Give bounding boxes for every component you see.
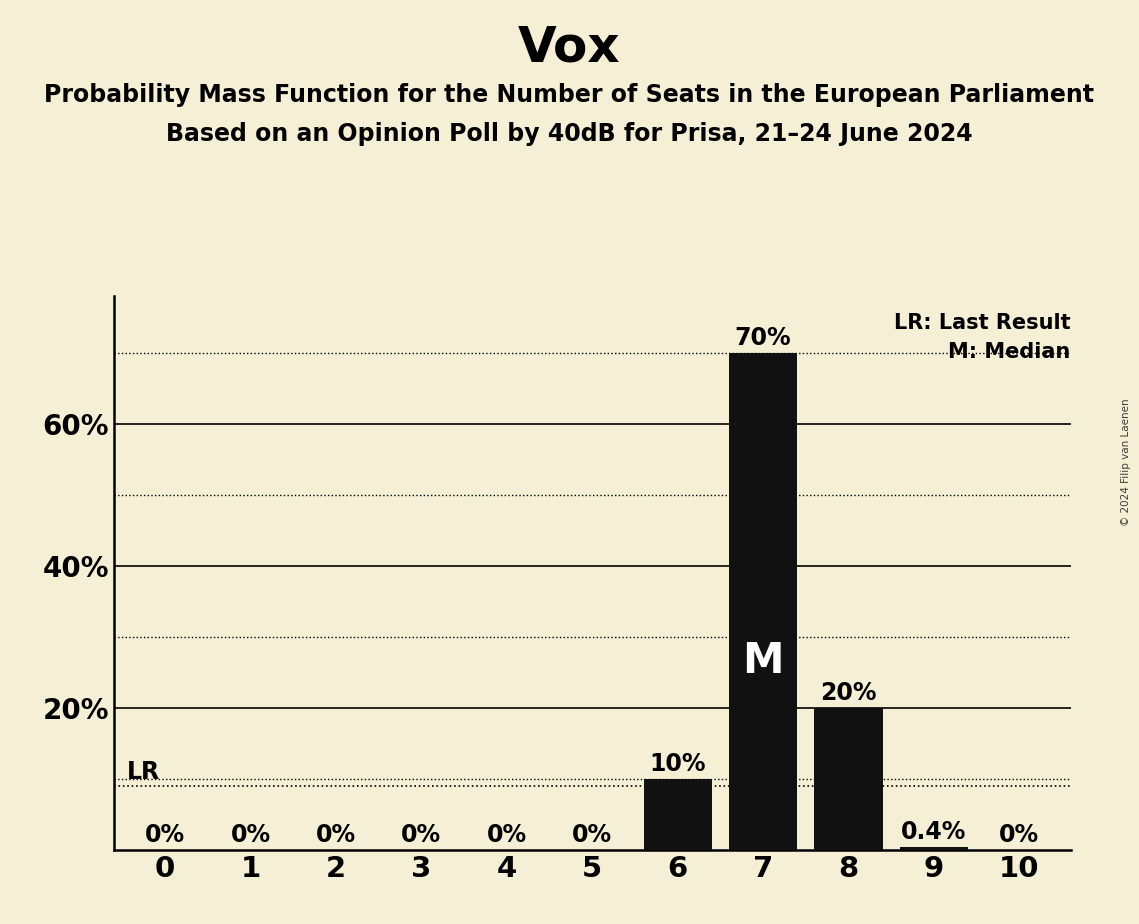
Text: LR: LR (126, 760, 159, 784)
Text: Vox: Vox (518, 23, 621, 71)
Text: 0%: 0% (999, 823, 1040, 847)
Text: M: Median: M: Median (949, 342, 1071, 362)
Text: 70%: 70% (735, 325, 792, 349)
Bar (644, 779, 712, 850)
Text: 20%: 20% (820, 681, 877, 705)
Text: 0%: 0% (401, 823, 442, 847)
Text: Probability Mass Function for the Number of Seats in the European Parliament: Probability Mass Function for the Number… (44, 83, 1095, 107)
Text: 0%: 0% (230, 823, 271, 847)
Text: Based on an Opinion Poll by 40dB for Prisa, 21–24 June 2024: Based on an Opinion Poll by 40dB for Pri… (166, 122, 973, 146)
Bar (729, 353, 797, 850)
Text: 0%: 0% (486, 823, 527, 847)
Bar (814, 708, 883, 850)
Text: 10%: 10% (649, 752, 706, 776)
Text: 0%: 0% (572, 823, 613, 847)
Text: © 2024 Filip van Laenen: © 2024 Filip van Laenen (1121, 398, 1131, 526)
Text: LR: Last Result: LR: Last Result (894, 313, 1071, 334)
Text: 0%: 0% (145, 823, 186, 847)
Text: 0.4%: 0.4% (901, 821, 967, 845)
Bar (900, 847, 968, 850)
Text: 0%: 0% (316, 823, 357, 847)
Text: M: M (743, 640, 784, 682)
